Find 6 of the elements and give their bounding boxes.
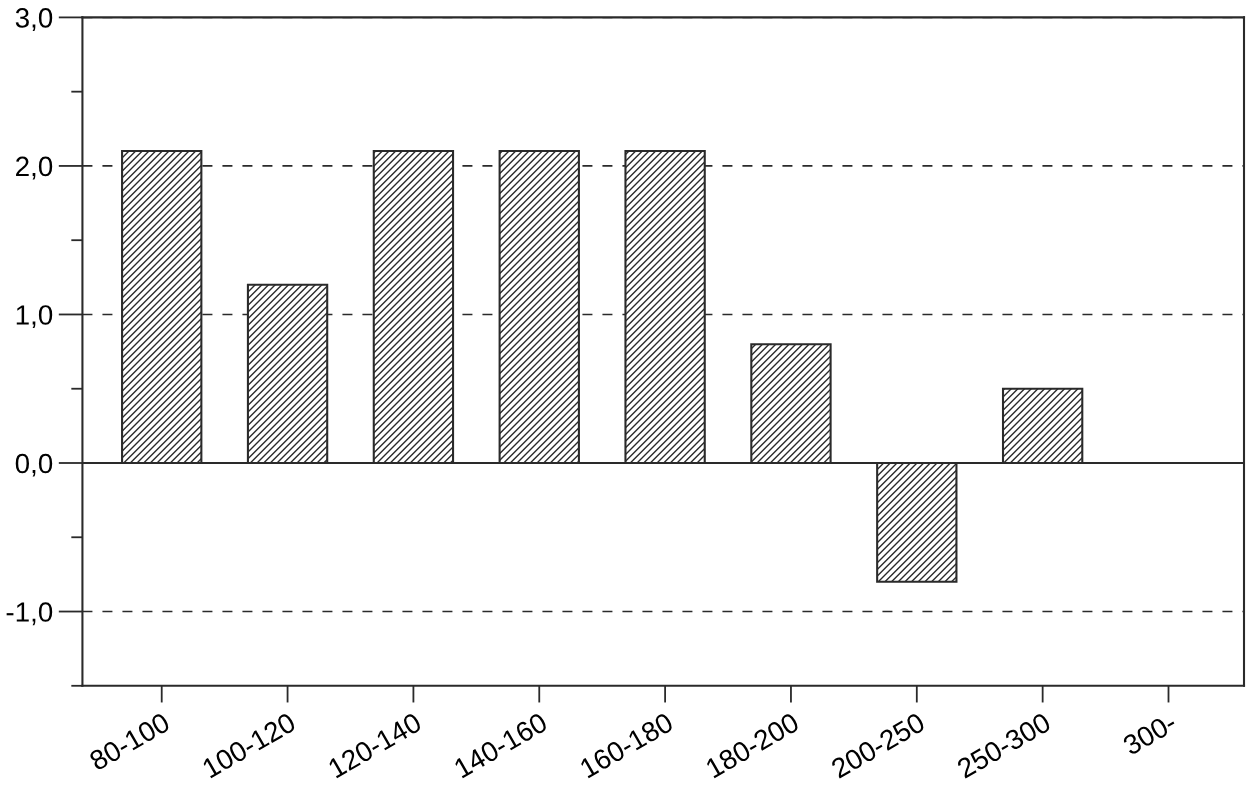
y-tick-label: 0,0: [15, 453, 53, 477]
y-tick-label: 3,0: [15, 8, 53, 32]
y-tick-label: -1,0: [6, 602, 53, 626]
y-tick-label: 2,0: [16, 156, 53, 180]
y-tick-label: 1,0: [16, 305, 53, 329]
x-tick-label: 300-: [1121, 712, 1178, 756]
